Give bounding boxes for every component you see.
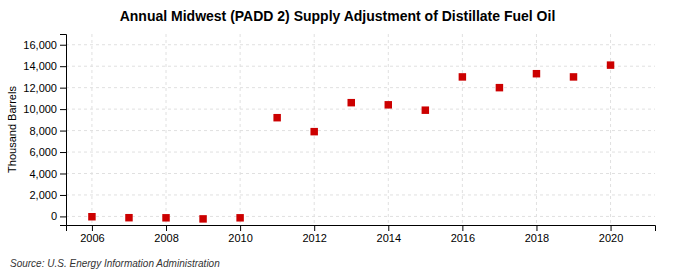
x-tick: 2016 xyxy=(451,225,475,244)
x-tick: 2014 xyxy=(377,225,401,244)
y-axis-title: Thousand Barrels xyxy=(6,86,18,173)
y-tick: 2,000 xyxy=(29,189,66,201)
point xyxy=(273,114,280,121)
x-axis: 2006 2008 2010 2012 2014 2016 2018 2020 xyxy=(67,225,656,244)
y-tick: 8,000 xyxy=(29,125,66,137)
title: Annual Midwest (PADD 2) Supply Adjustmen… xyxy=(120,8,556,24)
x-tick-mark xyxy=(536,225,537,231)
x-tick-label: 2020 xyxy=(599,232,623,244)
y-tick-mark xyxy=(60,109,66,110)
grid-line xyxy=(462,34,463,225)
x-tick: 2010 xyxy=(228,225,252,244)
y-tick-mark xyxy=(60,152,66,153)
x-tick-label: 2014 xyxy=(377,232,401,244)
point xyxy=(385,101,392,108)
x-tick-mark xyxy=(611,225,612,231)
y-tick-mark xyxy=(60,45,66,46)
x-tick: 2020 xyxy=(599,225,623,244)
x-tick-label: 2016 xyxy=(451,232,475,244)
y-tick-mark xyxy=(60,88,66,89)
x-tick-mark xyxy=(92,225,93,231)
annotation: Source: U.S. Energy Information Administ… xyxy=(10,258,220,269)
grid-line xyxy=(166,34,167,225)
grid xyxy=(66,34,655,225)
y-tick-label: 14,000 xyxy=(23,60,57,72)
x-tick-label: 2006 xyxy=(80,232,104,244)
y-tick-label: 0 xyxy=(51,210,57,222)
chart: 2006 2008 2010 2012 2014 2016 2018 2020 0 2,000 4,… xyxy=(0,0,675,275)
grid-line xyxy=(66,152,655,153)
y-tick: 10,000 xyxy=(23,103,66,115)
y-axis-line xyxy=(60,35,67,226)
grid-line xyxy=(91,34,92,225)
x-tick-mark xyxy=(388,225,389,231)
x-tick: 2008 xyxy=(154,225,178,244)
y-tick: 4,000 xyxy=(29,168,66,180)
grid-line xyxy=(536,34,537,225)
x-tick-label: 2008 xyxy=(154,232,178,244)
x-tick: 2012 xyxy=(302,225,326,244)
point xyxy=(125,214,132,221)
grid-line xyxy=(66,44,655,45)
point xyxy=(496,84,503,91)
point xyxy=(459,73,466,80)
x-tick: 2018 xyxy=(525,225,549,244)
x-tick-mark xyxy=(166,225,167,231)
x-tick-label: 2018 xyxy=(525,232,549,244)
grid-line xyxy=(66,87,655,88)
y-tick: 16,000 xyxy=(23,39,66,51)
points xyxy=(88,61,614,222)
x-tick-mark xyxy=(462,225,463,231)
y-tick-label: 8,000 xyxy=(29,125,57,137)
x-tick-label: 2010 xyxy=(228,232,252,244)
y-tick: 14,000 xyxy=(23,60,66,72)
y-tick: 6,000 xyxy=(29,146,66,158)
point xyxy=(162,214,169,221)
y-tick-mark xyxy=(60,66,66,67)
y-tick-label: 10,000 xyxy=(23,103,57,115)
y-tick: 0 xyxy=(51,210,66,222)
grid-line xyxy=(66,109,655,110)
grid-line xyxy=(66,216,655,217)
grid-line xyxy=(388,34,389,225)
grid-line xyxy=(66,194,655,195)
y-tick-mark xyxy=(60,173,66,174)
plot: 2006 2008 2010 2012 2014 2016 2018 2020 0 2,000 4,… xyxy=(23,34,655,244)
grid-line xyxy=(66,173,655,174)
y-tick: 12,000 xyxy=(23,82,66,94)
point xyxy=(88,213,95,220)
y-tick-label: 2,000 xyxy=(29,189,57,201)
grid-line xyxy=(66,130,655,131)
x-tick: 2006 xyxy=(80,225,104,244)
point xyxy=(199,215,206,222)
x-tick-label: 2012 xyxy=(302,232,326,244)
x-tick-mark xyxy=(240,225,241,231)
point xyxy=(422,106,429,113)
y-tick-mark xyxy=(60,195,66,196)
y-tick-mark xyxy=(60,216,66,217)
y-axis: 0 2,000 4,000 6,000 8,000 10,000 12,000 14,000 1… xyxy=(23,35,66,226)
point xyxy=(570,73,577,80)
grid-line xyxy=(66,66,655,67)
x-axis-line xyxy=(67,226,656,232)
point xyxy=(310,128,317,135)
y-tick-mark xyxy=(60,131,66,132)
y-tick-label: 12,000 xyxy=(23,82,57,94)
point xyxy=(533,70,540,77)
point xyxy=(607,61,614,68)
grid-line xyxy=(240,34,241,225)
point xyxy=(236,214,243,221)
y-tick-label: 4,000 xyxy=(29,168,57,180)
x-tick-mark xyxy=(314,225,315,231)
y-tick-label: 16,000 xyxy=(23,39,57,51)
point xyxy=(347,99,354,106)
y-tick-label: 6,000 xyxy=(29,146,57,158)
